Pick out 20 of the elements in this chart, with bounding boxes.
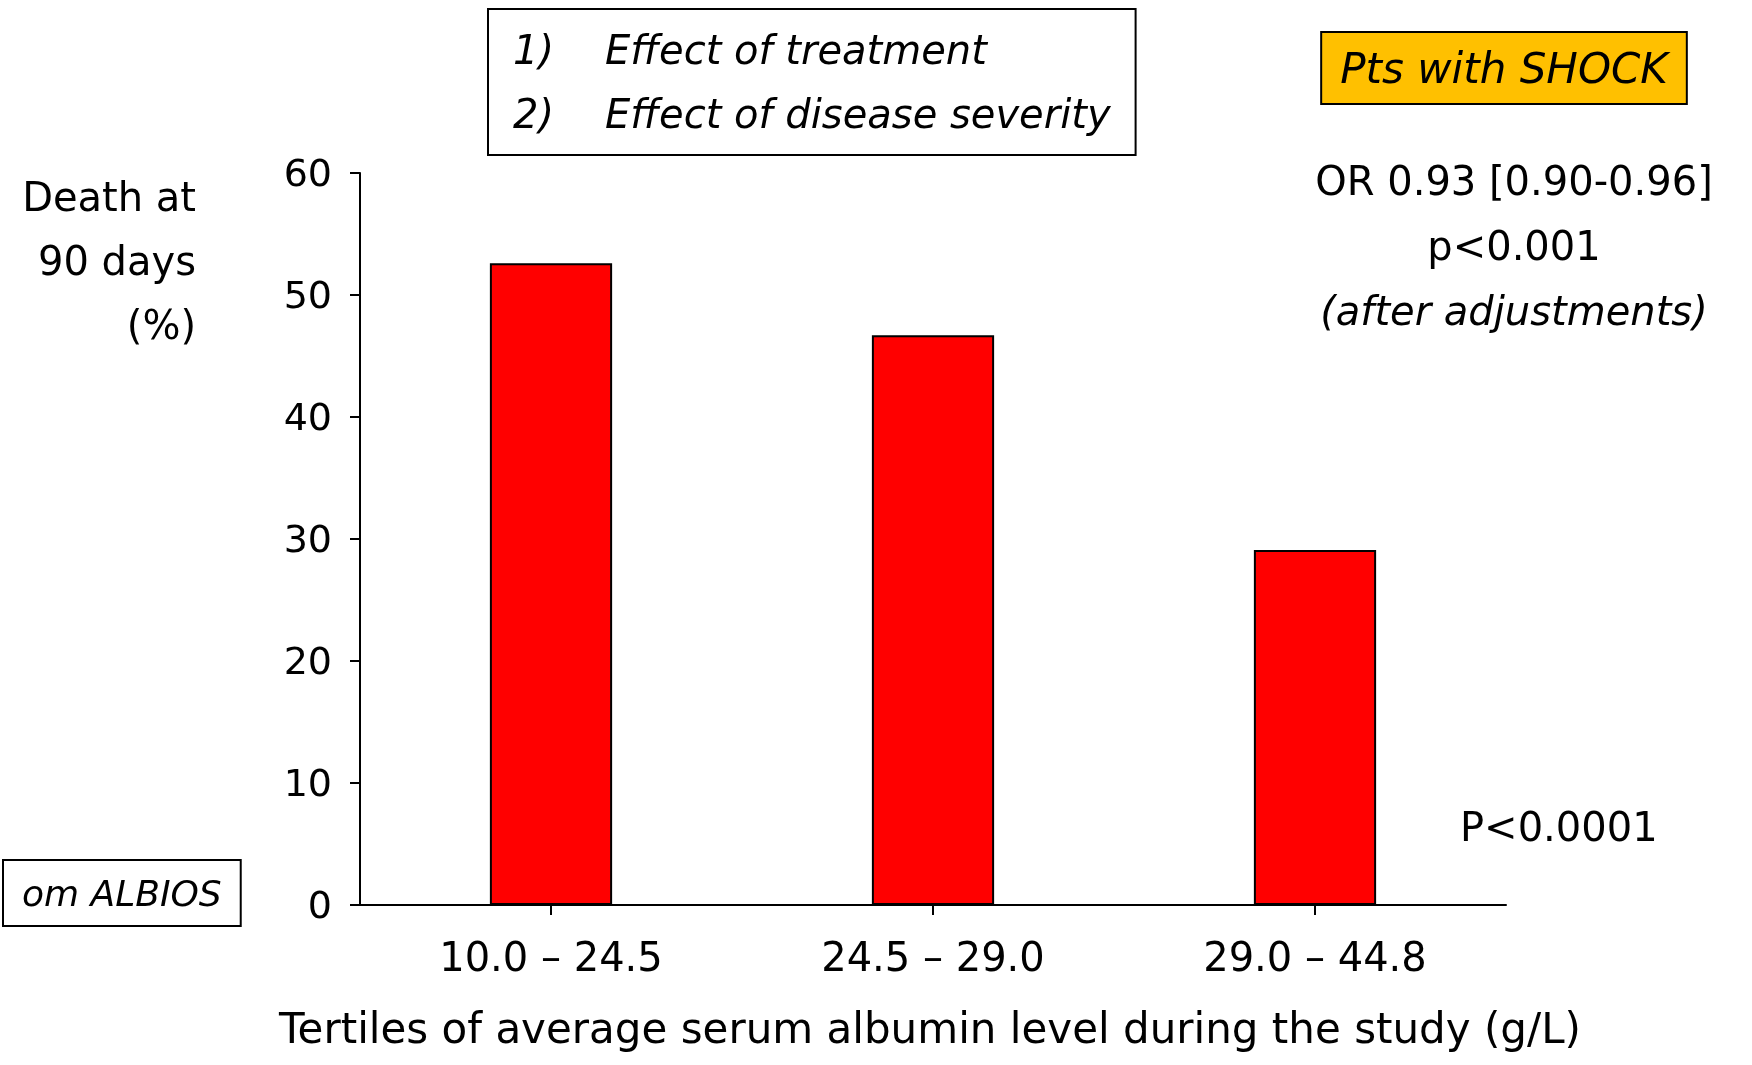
text: 2) Effect of disease severity — [513, 91, 1112, 137]
annotation: (after adjustments) — [1320, 288, 1708, 334]
y-axis-title: Death at 90 days (%) — [22, 174, 196, 348]
y-tick-label: 30 — [283, 517, 332, 561]
annotation: P<0.0001 — [1460, 804, 1658, 850]
y-tick-label: 40 — [283, 395, 332, 439]
x-tick-label: 10.0 – 24.5 — [439, 934, 663, 980]
text: om ALBIOS — [22, 872, 222, 914]
x-tick-label: 24.5 – 29.0 — [821, 934, 1045, 980]
annotation: OR 0.93 [0.90-0.96] — [1315, 158, 1713, 204]
text: Pts with SHOCK — [1340, 43, 1672, 93]
y-tick-label: 50 — [283, 273, 332, 317]
y-tick-label: 10 — [283, 761, 332, 805]
y-tick-label: 20 — [283, 639, 332, 683]
y-tick-label: 60 — [283, 151, 332, 195]
x-axis-title: Tertiles of average serum albumin level during the study (g/L) — [278, 1003, 1581, 1053]
annotation: p<0.001 — [1427, 223, 1601, 269]
y-tick-label: 0 — [307, 883, 332, 927]
text: 1) Effect of treatment — [513, 27, 989, 73]
x-tick-label: 29.0 – 44.8 — [1203, 934, 1427, 980]
